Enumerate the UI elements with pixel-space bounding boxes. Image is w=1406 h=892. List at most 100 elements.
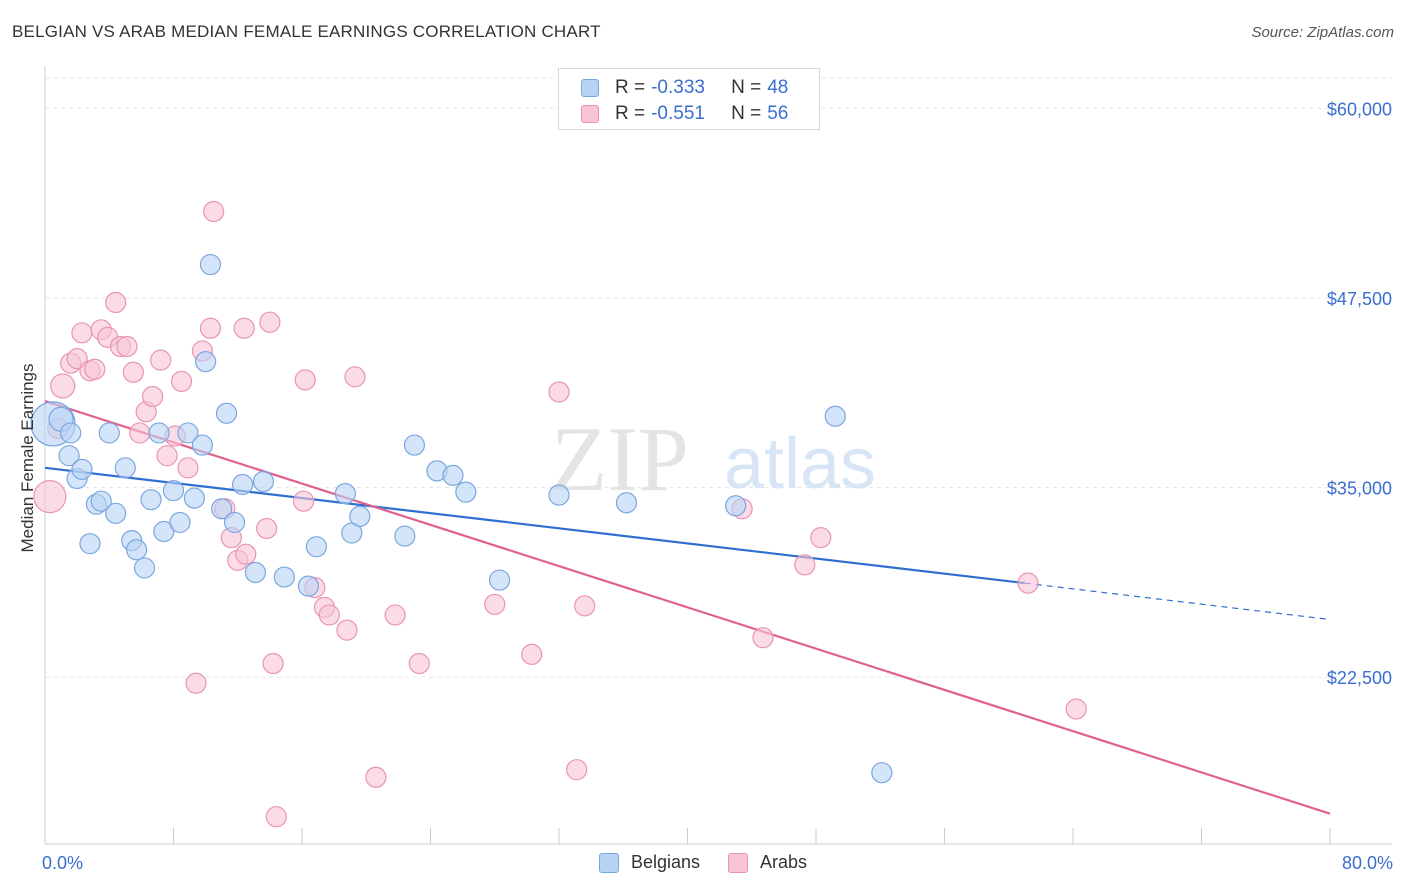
belgian-point [105,502,127,524]
arab-point [336,619,358,641]
legend-r-value: -0.551 [651,103,705,124]
belgian-point [244,561,267,584]
belgian-point [125,539,148,561]
arab-point [256,517,278,540]
belgian-point [199,253,222,276]
belgian-point [195,351,217,373]
source-credit: Source: ZipAtlas.com [1251,24,1394,41]
tick-labels: $22,500 $35,000 $47,500 $60,000 0.0% 80.0% [42,99,1393,873]
belgian-point [148,422,170,444]
arab-point [177,457,199,479]
legend-r-label: R = [615,77,646,98]
belgian-point [394,525,416,547]
belgians-swatch [581,79,599,97]
belgian-point [223,511,246,534]
arabs-swatch [581,105,599,123]
belgian-point [169,511,191,534]
belgian-point [455,481,477,503]
belgian-point [215,402,238,424]
arab-point [521,643,543,665]
belgian-point [114,457,136,479]
arab-point [235,543,257,565]
belgian-point [58,445,80,467]
trend-lines [44,400,1331,815]
arab-point [150,349,172,371]
arab-point [71,322,93,344]
legend-item-belgians[interactable]: Belgians [598,852,700,873]
arab-point [116,335,138,358]
belgian-point [349,505,371,527]
belgian-point [403,434,426,456]
arab-point [365,766,387,788]
belgian-point [71,458,93,480]
belgians-legend-swatch [598,852,619,873]
y-tick-label: $22,500 [1327,668,1392,688]
watermark-zip: ZIP [551,408,689,510]
legend-n-value: 56 [767,103,789,124]
legend-r-value: -0.333 [651,77,705,98]
arabs-legend-swatch [728,852,748,873]
belgian-point [177,422,199,444]
arab-point [170,370,193,392]
arab-point [384,604,406,626]
legend-item-arabs[interactable]: Arabs [728,852,807,873]
arab-point [156,445,178,467]
belgian-point [191,434,214,456]
belgian-trend-extension [1024,582,1331,621]
y-tick-label: $47,500 [1327,289,1392,309]
arab-point [50,373,76,399]
y-tick-label: $60,000 [1327,99,1392,119]
legend-n-label: N = [731,103,762,124]
belgian-point [98,422,120,444]
belgian-point [231,473,254,496]
legend-row-belgians: R = -0.333 N = 48 [581,76,788,100]
gridlines [45,77,1392,678]
arab-point [566,759,588,781]
arab-point [408,652,430,675]
belgian-point [79,533,101,555]
arabs-legend-label: Arabs [760,852,808,872]
legend-n-value: 48 [767,77,789,98]
arab-point [122,361,144,383]
belgian-point [297,575,320,597]
belgian-point [252,470,275,493]
chart-title: BELGIAN VS ARAB MEDIAN FEMALE EARNINGS C… [12,22,601,41]
arab-point [199,317,222,339]
arab-point [259,311,281,333]
correlation-legend: R = -0.333 N = 48 R = -0.551 N = 56 [558,68,820,130]
belgian-point [183,487,205,509]
axes [44,66,1392,845]
legend-row-arabs: R = -0.551 N = 56 [581,102,788,126]
arab-trend-line [44,400,1331,815]
arab-point [1017,572,1039,594]
arab-point [84,358,106,380]
watermark: ZIP atlas [551,408,876,510]
arab-point [794,554,816,576]
belgian-point [140,489,162,511]
series-legend: Belgians Arabs [0,852,1406,873]
belgian-point [305,536,328,558]
arab-point [105,291,127,314]
belgian-point [725,495,747,517]
arab-point [294,369,316,391]
arab-point [33,480,67,514]
arab-point [262,652,284,675]
y-tick-label: $35,000 [1327,479,1392,499]
belgian-point [871,762,893,784]
arab-point [293,490,315,512]
belgian-point [334,483,356,505]
belgian-point [133,557,156,579]
belgian-point [162,479,185,502]
legend-n-label: N = [731,77,762,98]
belgian-point [211,498,233,520]
data-points [30,200,1087,828]
watermark-atlas: atlas [724,424,876,504]
belgians-legend-label: Belgians [630,852,700,872]
arab-point [548,381,570,403]
arab-point [574,595,596,617]
arab-point [344,366,366,388]
belgian-point [548,484,570,506]
belgian-point [442,464,464,487]
arab-point [1065,698,1087,720]
